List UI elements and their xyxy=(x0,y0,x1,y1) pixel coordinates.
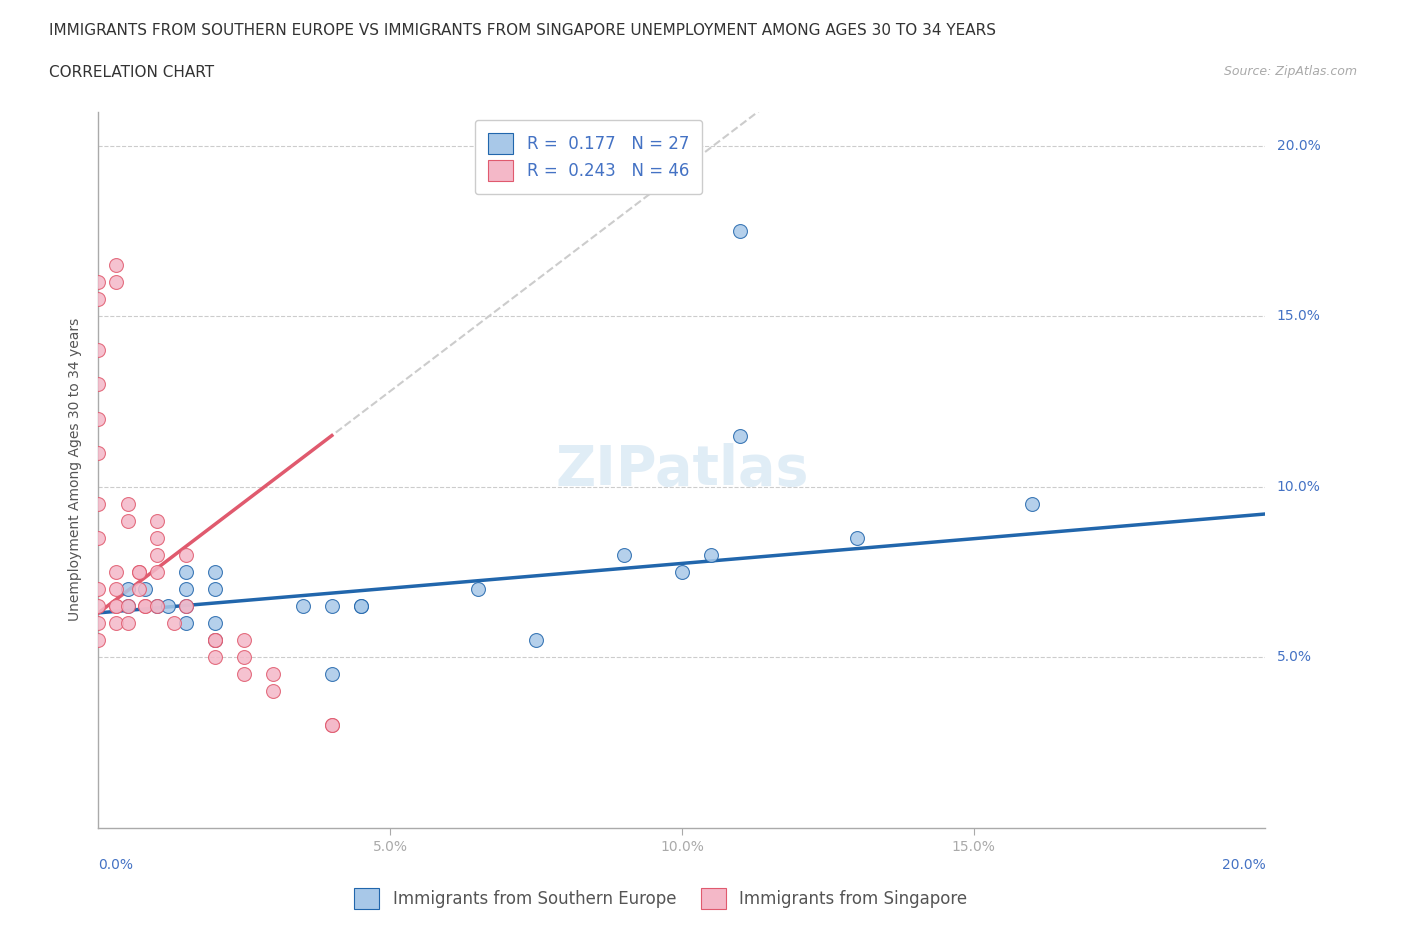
Point xyxy=(87,599,110,614)
Point xyxy=(104,274,127,289)
Point xyxy=(87,632,110,647)
Text: 15.0%: 15.0% xyxy=(1277,309,1320,324)
Point xyxy=(87,274,110,289)
Text: 5.0%: 5.0% xyxy=(1277,650,1312,664)
Text: Source: ZipAtlas.com: Source: ZipAtlas.com xyxy=(1223,65,1357,78)
Point xyxy=(350,599,373,614)
Text: ZIPatlas: ZIPatlas xyxy=(555,443,808,497)
Point xyxy=(117,599,139,614)
Point xyxy=(128,565,150,579)
Point xyxy=(146,548,169,563)
Point xyxy=(612,548,634,563)
Point xyxy=(204,632,226,647)
Point xyxy=(845,530,868,545)
Point xyxy=(728,223,751,238)
Point xyxy=(321,667,343,682)
Point xyxy=(233,632,256,647)
Text: 0.0%: 0.0% xyxy=(98,858,134,872)
Point xyxy=(174,616,197,631)
Point xyxy=(321,599,343,614)
Point xyxy=(146,513,169,528)
Point xyxy=(157,599,180,614)
Point xyxy=(174,599,197,614)
Point xyxy=(262,684,284,698)
Point xyxy=(104,599,127,614)
Point xyxy=(700,548,723,563)
Point xyxy=(204,632,226,647)
Point xyxy=(117,513,139,528)
Text: 20.0%: 20.0% xyxy=(1277,139,1320,153)
Point xyxy=(350,599,373,614)
Point xyxy=(163,616,186,631)
Point xyxy=(321,718,343,733)
Point xyxy=(87,377,110,392)
Point xyxy=(204,650,226,665)
Point xyxy=(87,581,110,596)
Point xyxy=(117,616,139,631)
Point xyxy=(146,530,169,545)
Point xyxy=(174,581,197,596)
Point xyxy=(146,565,169,579)
Point xyxy=(128,581,150,596)
Point xyxy=(134,599,156,614)
Point xyxy=(321,718,343,733)
Point xyxy=(204,632,226,647)
Point xyxy=(87,343,110,358)
Point xyxy=(87,616,110,631)
Point xyxy=(104,565,127,579)
Point xyxy=(204,581,226,596)
Point xyxy=(262,667,284,682)
Point xyxy=(87,445,110,460)
Y-axis label: Unemployment Among Ages 30 to 34 years: Unemployment Among Ages 30 to 34 years xyxy=(69,318,83,621)
Point xyxy=(117,581,139,596)
Point xyxy=(87,292,110,307)
Point xyxy=(174,548,197,563)
Point xyxy=(204,616,226,631)
Point xyxy=(87,497,110,512)
Point xyxy=(104,581,127,596)
Point xyxy=(291,599,314,614)
Point xyxy=(728,428,751,443)
Point xyxy=(174,599,197,614)
Text: CORRELATION CHART: CORRELATION CHART xyxy=(49,65,214,80)
Legend: R =  0.177   N = 27, R =  0.243   N = 46: R = 0.177 N = 27, R = 0.243 N = 46 xyxy=(475,120,702,194)
Point xyxy=(104,258,127,272)
Point xyxy=(233,650,256,665)
Point xyxy=(87,411,110,426)
Point xyxy=(204,565,226,579)
Point xyxy=(104,616,127,631)
Point xyxy=(87,530,110,545)
Point xyxy=(1021,497,1043,512)
Point xyxy=(146,599,169,614)
Point xyxy=(467,581,489,596)
Legend: Immigrants from Southern Europe, Immigrants from Singapore: Immigrants from Southern Europe, Immigra… xyxy=(346,880,976,917)
Point xyxy=(174,565,197,579)
Point xyxy=(233,667,256,682)
Point xyxy=(104,599,127,614)
Text: 10.0%: 10.0% xyxy=(1277,480,1320,494)
Point xyxy=(117,599,139,614)
Point xyxy=(128,565,150,579)
Text: 20.0%: 20.0% xyxy=(1222,858,1265,872)
Point xyxy=(146,599,169,614)
Point xyxy=(117,497,139,512)
Point xyxy=(671,565,693,579)
Text: IMMIGRANTS FROM SOUTHERN EUROPE VS IMMIGRANTS FROM SINGAPORE UNEMPLOYMENT AMONG : IMMIGRANTS FROM SOUTHERN EUROPE VS IMMIG… xyxy=(49,23,997,38)
Point xyxy=(134,581,156,596)
Point xyxy=(134,599,156,614)
Point xyxy=(524,632,547,647)
